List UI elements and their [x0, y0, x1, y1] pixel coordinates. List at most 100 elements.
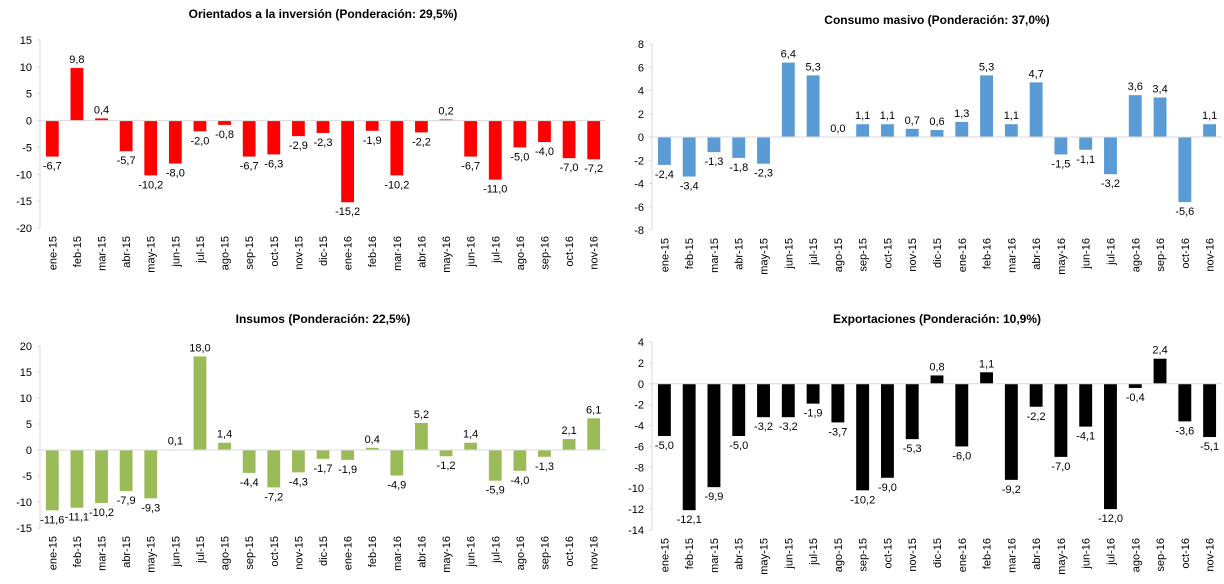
bar [587, 418, 601, 450]
x-tick-label: oct-16 [564, 236, 576, 267]
x-tick-label: abr-15 [121, 536, 133, 568]
data-label: -2,0 [190, 135, 209, 147]
data-label: -5,3 [903, 443, 922, 455]
x-tick-label: ago-15 [833, 538, 845, 572]
y-tick-label: -5 [22, 471, 32, 483]
data-label: -3,6 [1175, 425, 1194, 437]
bar [168, 120, 182, 164]
x-tick-label: may-15 [759, 538, 771, 575]
bar [45, 450, 59, 511]
data-label: 0,4 [94, 104, 109, 116]
bar [70, 450, 84, 508]
x-tick-label: sep-16 [1155, 238, 1167, 272]
y-tick-label: -5 [22, 142, 32, 154]
data-label: -6,7 [461, 161, 480, 173]
x-tick-label: ene-16 [957, 538, 969, 572]
data-label: -5,9 [486, 485, 505, 497]
data-label: -6,7 [240, 161, 259, 173]
bar [439, 119, 453, 121]
x-tick-label: abr-15 [121, 236, 133, 268]
x-tick-label: oct-15 [269, 236, 281, 267]
data-label: -4,0 [510, 475, 529, 487]
x-tick-label: may-15 [759, 238, 771, 275]
x-tick-label: dic-15 [318, 236, 330, 266]
data-label: -1,2 [437, 460, 456, 472]
bar [1054, 383, 1068, 457]
x-tick-label: jun-15 [170, 236, 182, 268]
data-label: -10,2 [850, 494, 875, 506]
bar [1178, 137, 1192, 203]
x-tick-label: jul-16 [1105, 238, 1117, 266]
x-tick-label: feb-16 [982, 238, 994, 269]
bar [267, 450, 281, 488]
data-label: -0,4 [1126, 392, 1145, 404]
x-tick-label: oct-15 [269, 536, 281, 567]
data-label: -7,2 [264, 491, 283, 503]
bar [980, 372, 994, 384]
x-tick-label: jul-16 [490, 536, 502, 564]
bar [1079, 383, 1093, 427]
data-label: -11,0 [483, 184, 507, 196]
data-label: -2,3 [754, 168, 773, 180]
data-label: 5,3 [805, 61, 820, 73]
x-tick-label: sep-15 [244, 536, 256, 570]
x-tick-label: ene-16 [343, 236, 355, 270]
bar [1128, 95, 1142, 137]
data-label: -3,2 [779, 421, 798, 433]
bar [291, 450, 305, 473]
bar [657, 137, 671, 165]
bar [1203, 124, 1217, 137]
bar [905, 383, 919, 440]
data-label: 0,4 [365, 434, 380, 446]
y-tick-label: -14 [628, 525, 644, 537]
y-tick-label: 6 [638, 62, 644, 74]
x-tick-label: feb-16 [367, 236, 379, 267]
panel: Exportaciones (Ponderación: 10,9%) -14 -12… [628, 312, 1222, 575]
bar [538, 450, 551, 457]
bar [1004, 383, 1018, 480]
x-tick-label: abr-16 [1031, 238, 1043, 270]
chart-title: Consumo masivo (Ponderación: 37,0%) [824, 13, 1049, 27]
bar [757, 137, 770, 164]
bar [806, 75, 820, 137]
bar [390, 120, 404, 176]
data-label: -3,2 [754, 421, 773, 433]
data-label: 4,7 [1028, 68, 1043, 80]
x-tick-label: sep-16 [539, 236, 551, 270]
data-label: -0,8 [215, 129, 234, 141]
chart-title: Insumos (Ponderación: 22,5%) [236, 312, 411, 326]
bar [95, 118, 108, 121]
bar [757, 383, 770, 418]
x-tick-label: oct-15 [882, 238, 894, 269]
data-label: -7,0 [1051, 461, 1070, 473]
chart-title: Orientados a la inversión (Ponderación: … [189, 7, 458, 21]
data-label: -5,0 [729, 440, 748, 452]
x-tick-label: dic-15 [932, 238, 944, 268]
x-tick-label: nov-15 [907, 238, 919, 272]
x-tick-label: jul-16 [1105, 538, 1117, 566]
data-label: -2,2 [1027, 411, 1046, 423]
x-tick-label: sep-16 [1155, 538, 1167, 572]
x-tick-label: nov-15 [907, 538, 919, 572]
bar [682, 137, 696, 177]
x-tick-label: feb-16 [367, 536, 379, 567]
x-tick-label: jul-16 [490, 236, 502, 264]
x-tick-label: ene-15 [47, 536, 59, 570]
y-tick-label: -10 [16, 169, 32, 181]
bar [119, 450, 133, 492]
x-tick-label: nov-16 [589, 236, 601, 270]
y-tick-label: 8 [638, 39, 644, 51]
bar [880, 383, 894, 478]
y-tick-label: 5 [26, 419, 32, 431]
data-label: -9,3 [141, 502, 160, 514]
bar [562, 439, 576, 450]
bar [682, 383, 696, 511]
bar [1079, 137, 1093, 150]
y-tick-label: 0 [638, 132, 644, 144]
bar [1153, 97, 1167, 137]
bar [732, 383, 746, 436]
y-tick-label: -6 [634, 441, 644, 453]
bar [45, 120, 59, 157]
data-label: -1,1 [1076, 154, 1095, 166]
